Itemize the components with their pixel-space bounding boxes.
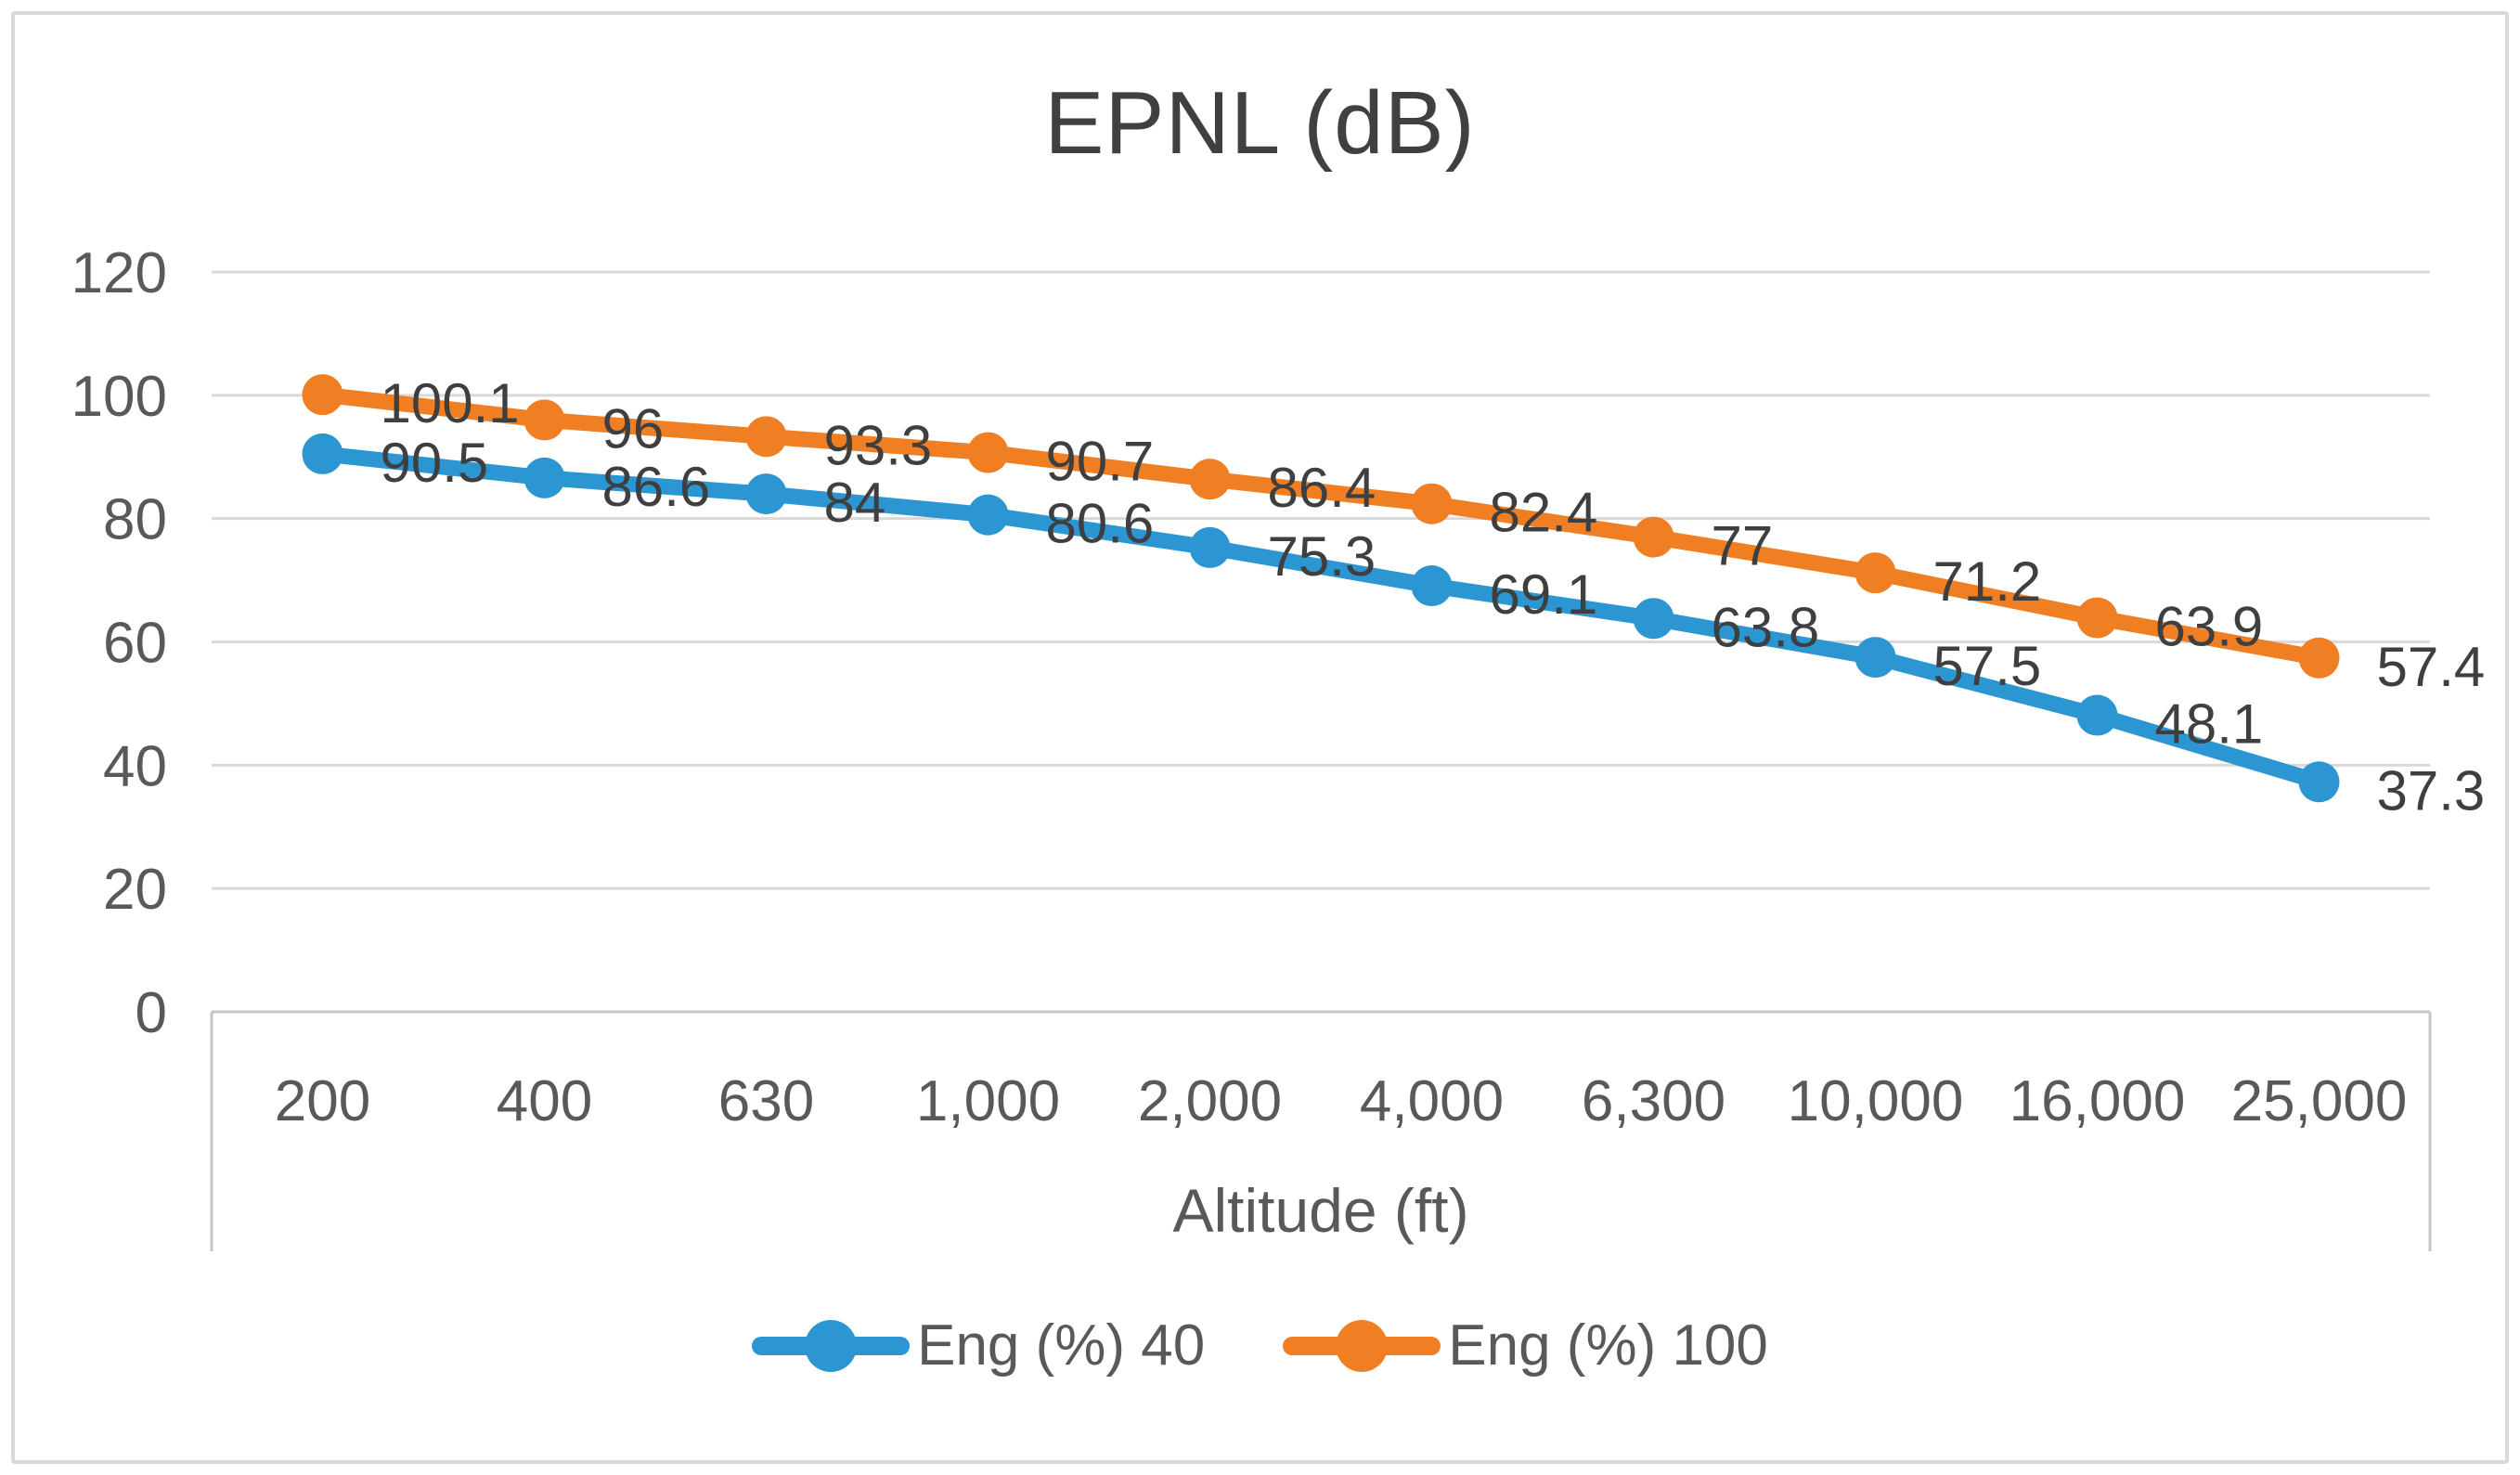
legend-label-eng-40: Eng (%) 40 <box>917 1313 1206 1378</box>
data-label: 63.8 <box>1712 596 1820 658</box>
data-label: 82.4 <box>1490 482 1598 544</box>
x-axis-tick-label: 400 <box>497 1069 592 1133</box>
series-line-0 <box>315 446 2327 790</box>
data-label: 77 <box>1712 515 1774 577</box>
x-axis-tick-label: 16,000 <box>2010 1069 2186 1133</box>
data-label: 100.1 <box>381 372 520 434</box>
x-axis-title: Altitude (ft) <box>1172 1176 1469 1245</box>
data-label: 57.4 <box>2377 636 2486 698</box>
legend-line-marker-icon <box>1283 1318 1441 1374</box>
x-axis-tick-label: 1,000 <box>916 1069 1060 1133</box>
data-label: 71.2 <box>1933 550 2042 613</box>
legend-item-eng-40: Eng (%) 40 <box>752 1313 1205 1378</box>
data-label: 93.3 <box>824 414 933 476</box>
y-axis-tick-label: 60 <box>103 612 167 676</box>
data-point-marker <box>2076 694 2118 736</box>
legend-item-eng-100: Eng (%) 100 <box>1283 1313 1768 1378</box>
data-label: 90.5 <box>381 432 489 494</box>
data-label: 48.1 <box>2155 693 2264 756</box>
data-point-marker <box>1189 526 1231 568</box>
data-point-marker <box>523 399 565 441</box>
x-axis-tick-label: 630 <box>718 1069 814 1133</box>
data-point-marker <box>302 433 343 474</box>
data-point-marker <box>745 416 787 458</box>
x-axis-tick-label: 2,000 <box>1138 1069 1282 1133</box>
data-point-marker <box>1189 459 1231 500</box>
data-label: 63.9 <box>2155 596 2264 658</box>
data-label: 96 <box>602 397 665 459</box>
data-point-marker <box>302 374 343 416</box>
data-point-marker <box>967 494 1009 536</box>
data-point-marker <box>1633 598 1674 640</box>
data-label: 86.6 <box>602 456 711 518</box>
data-point-marker <box>967 432 1009 473</box>
data-point-marker <box>1411 565 1453 607</box>
data-point-marker <box>523 457 565 498</box>
legend-label-eng-100: Eng (%) 100 <box>1448 1313 1768 1378</box>
data-label: 80.6 <box>1046 493 1155 555</box>
data-label: 90.7 <box>1046 431 1155 493</box>
y-axis-tick-label: 100 <box>71 365 167 429</box>
data-label: 69.1 <box>1490 563 1598 626</box>
data-point-marker <box>1411 483 1453 524</box>
x-axis-tick-label: 200 <box>275 1069 370 1133</box>
data-point-marker <box>1633 516 1674 558</box>
chart-title: EPNL (dB) <box>1044 73 1476 173</box>
legend-marker-dot <box>805 1319 858 1372</box>
y-axis-tick-label: 20 <box>103 858 167 922</box>
data-point-marker <box>745 473 787 515</box>
y-axis-tick-label: 40 <box>103 734 167 798</box>
data-label: 86.4 <box>1268 457 1376 519</box>
y-axis-tick-label: 0 <box>136 981 167 1045</box>
series-line-1 <box>315 386 2327 666</box>
legend-marker-dot <box>1336 1319 1389 1372</box>
data-point-marker <box>2076 597 2118 639</box>
data-point-marker <box>2298 637 2340 679</box>
x-axis-tick-label: 4,000 <box>1360 1069 1504 1133</box>
x-axis-tick-label: 25,000 <box>2231 1069 2408 1133</box>
data-point-marker <box>2298 761 2340 803</box>
data-label: 84 <box>824 472 886 534</box>
legend-line-marker-icon <box>752 1318 911 1374</box>
y-axis-tick-label: 120 <box>71 241 167 305</box>
data-label: 57.5 <box>1933 635 2042 697</box>
y-axis-tick-label: 80 <box>103 488 167 552</box>
data-label: 37.3 <box>2377 759 2486 822</box>
x-axis-tick-label: 10,000 <box>1788 1069 1964 1133</box>
data-label: 75.3 <box>1268 525 1376 588</box>
legend: Eng (%) 40 Eng (%) 100 <box>0 1313 2520 1378</box>
x-axis-tick-label: 6,300 <box>1582 1069 1725 1133</box>
data-point-marker <box>1854 552 1896 594</box>
data-point-marker <box>1854 637 1896 679</box>
